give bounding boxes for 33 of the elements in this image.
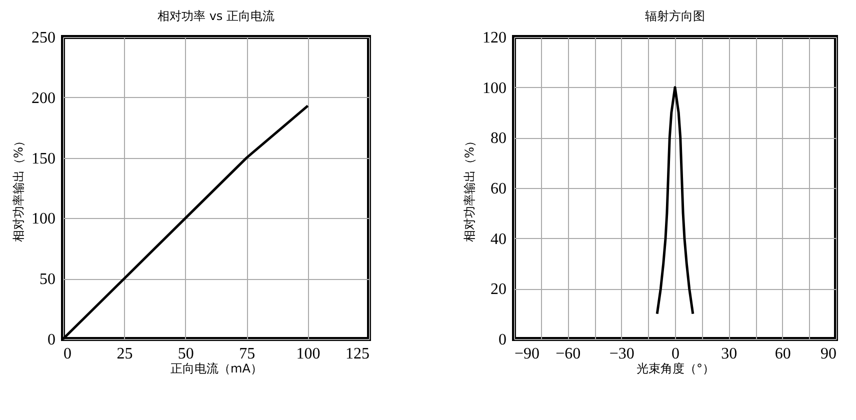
y-tick-label: 20	[490, 281, 506, 298]
x-tick-label: −60	[556, 346, 581, 362]
y-tick-label: 100	[32, 210, 56, 228]
y-tick-label: 40	[490, 230, 506, 248]
x-tick-label: 50	[178, 346, 194, 362]
line-series	[656, 86, 694, 316]
y-axis-title: 相对功率输出（%）	[462, 134, 476, 242]
y-tick-label: 250	[32, 30, 56, 46]
y-tick-label: 60	[490, 180, 506, 198]
y-tick-label: 100	[482, 80, 506, 97]
y-tick-label: 0	[48, 332, 56, 348]
x-tick-label: 30	[721, 346, 738, 362]
y-tick-label: 200	[32, 90, 56, 107]
x-tick-label: 75	[239, 346, 256, 362]
x-tick-label: −30	[609, 346, 634, 362]
y-axis-title: 相对功率输出（%）	[12, 134, 26, 242]
y-tick-label: 120	[482, 30, 506, 46]
x-axis-title: 光束角度（°）	[636, 362, 714, 376]
x-tick-label: 25	[116, 346, 133, 362]
x-tick-label: 125	[346, 346, 370, 362]
x-tick-label: 90	[820, 346, 836, 362]
x-tick-label: −90	[514, 346, 540, 362]
chart-title: 辐射方向图	[645, 9, 705, 23]
y-tick-label: 50	[40, 271, 56, 288]
x-tick-label: 100	[296, 346, 320, 362]
chart-title: 相对功率 vs 正向电流	[158, 9, 274, 23]
x-axis-title: 正向电流（mA）	[170, 362, 262, 376]
x-tick-label: 60	[774, 346, 791, 362]
y-tick-label: 0	[498, 332, 506, 348]
x-tick-label: 0	[672, 346, 680, 362]
x-tick-label: 0	[64, 346, 72, 362]
y-tick-label: 150	[32, 150, 56, 168]
y-tick-label: 80	[490, 130, 506, 148]
